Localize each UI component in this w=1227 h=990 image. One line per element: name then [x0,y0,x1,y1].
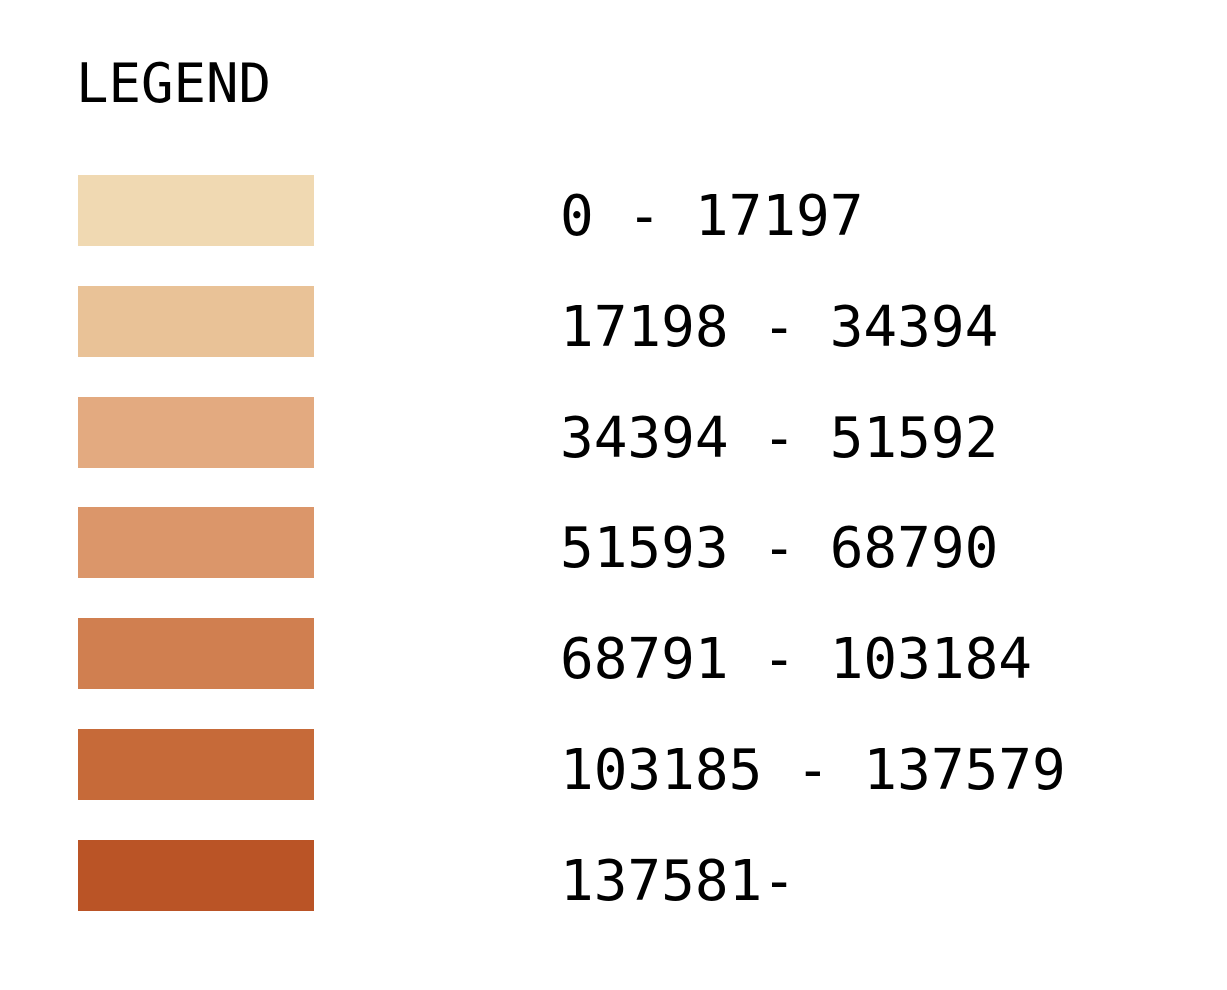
legend-swatch [78,286,314,357]
legend-range-label: 103185 - 137579 [560,738,1066,803]
legend-range-label: 137581- [560,849,797,914]
legend-swatch [78,175,314,246]
legend-range-label: 51593 - 68790 [560,516,999,581]
legend-item: 51593 - 68790 [0,507,1227,581]
legend-item: 137581- [0,840,1227,914]
legend-range-label: 68791 - 103184 [560,627,1033,692]
legend-range-label: 17198 - 34394 [560,295,999,360]
legend-range-label: 34394 - 51592 [560,406,999,471]
legend-swatch [78,618,314,689]
legend-swatch [78,507,314,578]
legend-item: 68791 - 103184 [0,618,1227,692]
legend-swatch [78,729,314,800]
legend-item: 17198 - 34394 [0,286,1227,360]
legend-title: LEGEND [76,52,272,115]
legend-swatch [78,397,314,468]
legend-swatch [78,840,314,911]
legend-item: 0 - 17197 [0,175,1227,249]
legend-item: 103185 - 137579 [0,729,1227,803]
legend-range-label: 0 - 17197 [560,184,864,249]
legend-item: 34394 - 51592 [0,397,1227,471]
